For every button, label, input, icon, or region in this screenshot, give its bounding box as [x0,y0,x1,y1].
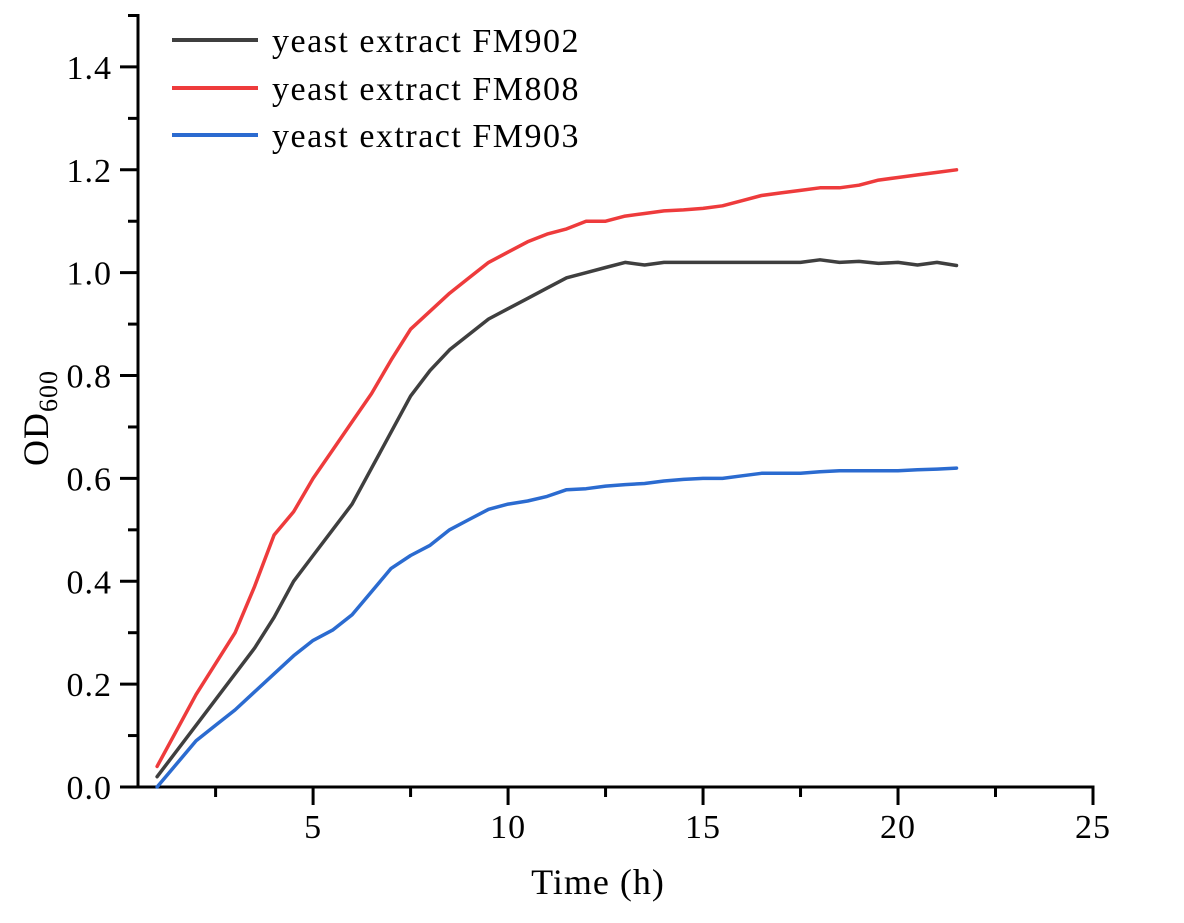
x-tick-label: 20 [880,809,916,846]
y-tick-label: 0.2 [67,667,113,704]
legend-item: yeast extract FM808 [172,71,580,108]
x-tick-label: 10 [490,809,526,846]
legend-item: yeast extract FM902 [172,23,580,60]
axes-layer: 5 10 15 20 25 0.0 0.2 0.4 0.6 0.8 1.0 1.2 1.4 [67,14,1111,846]
y-tick-label: 1.4 [67,50,113,87]
legend-item: yeast extract FM903 [172,118,580,155]
series-layer [155,168,959,789]
x-tick-label: 15 [685,809,721,846]
y-axis-label: OD600 [16,370,63,466]
x-axis-label: Time (h) [531,862,665,902]
y-tick-label: 0.0 [67,770,113,807]
y-tick-label: 0.8 [67,359,113,396]
y-tick-label: 1.0 [67,256,113,293]
x-tick-label: 5 [304,809,322,846]
y-axis-label-main: OD [16,412,56,466]
series-line-0 [155,258,959,779]
y-axis-label-subscript: 600 [34,370,63,412]
legend-label: yeast extract FM808 [272,71,580,108]
y-tick-label: 0.6 [67,461,113,498]
legend: yeast extract FM902 yeast extract FM808 ye… [172,23,580,155]
legend-label: yeast extract FM903 [272,118,580,155]
series-line-1 [155,168,959,769]
series-line-2 [155,466,959,789]
y-tick-label: 1.2 [67,153,113,190]
y-tick-label: 0.4 [67,564,113,601]
x-tick-label: 25 [1075,809,1111,846]
legend-label: yeast extract FM902 [272,23,580,60]
